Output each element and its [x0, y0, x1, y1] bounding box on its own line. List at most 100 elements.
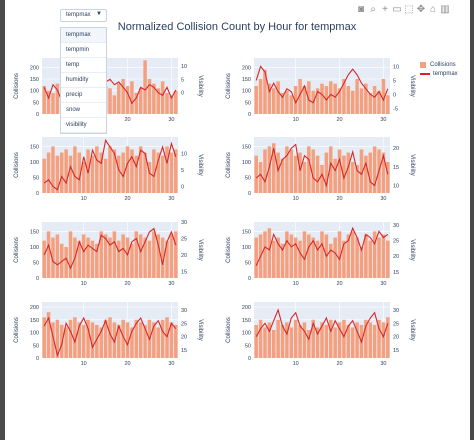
y1-tick-label: 200: [242, 305, 251, 311]
collision-bar: [285, 146, 289, 193]
collision-bar: [298, 79, 302, 114]
y2-axis-label: Visibility: [409, 239, 415, 261]
collision-bar: [254, 155, 258, 193]
collision-bar: [289, 234, 294, 278]
home-icon[interactable]: ⌂: [429, 4, 437, 15]
collision-bar: [293, 86, 298, 114]
collision-bar: [267, 322, 272, 358]
collision-bar: [103, 319, 108, 358]
box-icon[interactable]: ⬚: [404, 4, 414, 15]
y2-tick-label: 25: [393, 321, 399, 327]
collision-bar: [108, 317, 112, 358]
plotly-icon[interactable]: ▥: [440, 4, 450, 15]
collision-bar: [324, 324, 329, 358]
collision-bar: [55, 319, 60, 358]
dropdown-option[interactable]: temp: [61, 58, 106, 73]
dropdown-option[interactable]: humidity: [61, 73, 106, 88]
collision-bar: [381, 234, 386, 278]
collision-bar: [267, 146, 272, 193]
legend-line-swatch: [420, 72, 430, 75]
collision-bar: [377, 90, 381, 114]
y2-axis-label: Visibility: [197, 75, 203, 97]
collision-bar: [355, 79, 359, 114]
pan-icon[interactable]: ✥: [416, 4, 426, 15]
y2-tick-label: 0: [181, 91, 184, 97]
collision-bar: [117, 324, 121, 358]
collision-bar: [298, 324, 302, 358]
collision-bar: [263, 69, 267, 114]
dropdown-option[interactable]: snow: [61, 103, 106, 118]
collision-bar: [160, 237, 165, 278]
tempmax-line: [43, 227, 177, 270]
collision-bar: [64, 327, 68, 358]
y2-tick-label: 10: [181, 64, 187, 70]
legend-item-tempmax[interactable]: tempmax: [420, 69, 458, 78]
dropdown-option[interactable]: tempmin: [61, 43, 106, 58]
collision-bar: [160, 155, 165, 193]
y2-tick-label: 30: [181, 308, 187, 314]
collision-bar: [311, 149, 315, 193]
collision-bar: [329, 146, 333, 193]
collision-bar: [143, 152, 147, 193]
camera-icon[interactable]: ◙: [357, 4, 365, 15]
plot-modebar: ◙ ⌕ + ▭ ⬚ ✥ ⌂ ▥: [356, 4, 450, 18]
collision-bar: [263, 327, 267, 358]
collision-bar: [125, 237, 130, 278]
dropdown-menu: tempmax tempmin temp humidity precip sno…: [60, 27, 107, 134]
dropdown-option[interactable]: visibility: [61, 118, 106, 133]
collision-bar: [386, 161, 390, 193]
y2-tick-label: 5: [181, 77, 184, 83]
collision-bar: [386, 240, 390, 278]
dropdown-option[interactable]: precip: [61, 88, 106, 103]
y2-tick-label: 30: [393, 223, 399, 229]
collision-bar: [271, 240, 276, 278]
y1-axis-label: Collisions: [226, 317, 232, 343]
collision-bar: [315, 88, 320, 114]
collision-bar: [307, 81, 311, 114]
plus-icon[interactable]: +: [382, 4, 388, 15]
collision-bar: [346, 234, 351, 278]
collision-bar: [289, 149, 294, 193]
collision-bar: [103, 234, 108, 278]
collision-bar: [174, 231, 178, 278]
collision-bar: [134, 155, 139, 193]
y1-axis-label: Collisions: [226, 73, 232, 99]
x-tick-label: 30: [168, 281, 174, 287]
y1-tick-label: 50: [245, 175, 251, 181]
collision-bar: [254, 237, 258, 278]
collision-bar: [372, 231, 377, 278]
collision-bar: [315, 240, 320, 278]
collision-bar: [134, 93, 139, 114]
collision-bar: [125, 86, 130, 114]
collision-bar: [99, 327, 103, 358]
collision-bar: [138, 88, 143, 114]
dropdown-option[interactable]: tempmax: [61, 28, 106, 43]
subplot-4: 0 50 100 150 10 20 30 10 15 20 Collisions Visibilit…: [226, 137, 415, 202]
window-frame-left: [0, 0, 5, 440]
collision-bar: [95, 146, 99, 193]
collision-bar: [165, 240, 169, 278]
collision-bar: [130, 327, 134, 358]
variable-dropdown[interactable]: tempmax ▼: [60, 9, 107, 22]
collision-bar: [143, 324, 147, 358]
collision-bar: [364, 319, 368, 358]
zoom-icon[interactable]: ⌕: [370, 4, 376, 15]
collision-bar: [90, 155, 95, 193]
collision-bar: [293, 155, 298, 193]
legend: Collisions tempmax: [420, 60, 458, 78]
y2-tick-label: 15: [393, 165, 399, 171]
collision-bar: [86, 319, 90, 358]
y1-tick-label: 100: [30, 160, 39, 166]
collision-bar: [138, 322, 143, 358]
minus-icon[interactable]: ▭: [392, 4, 402, 15]
subplot-7: 0 50 100 150 200 10 20 30 15 20 25 30 Collisions Visi…: [14, 302, 203, 367]
collision-bar: [381, 322, 386, 358]
y1-tick-label: 100: [242, 160, 251, 166]
collision-bar: [342, 155, 346, 193]
collision-bar: [156, 327, 161, 358]
y1-tick-label: 150: [242, 144, 251, 150]
chart-title: Normalized Collision Count by Hour for t…: [117, 21, 357, 33]
y2-tick-label: 20: [393, 335, 399, 341]
legend-item-collisions[interactable]: Collisions: [420, 60, 458, 69]
collision-bar: [285, 322, 289, 358]
